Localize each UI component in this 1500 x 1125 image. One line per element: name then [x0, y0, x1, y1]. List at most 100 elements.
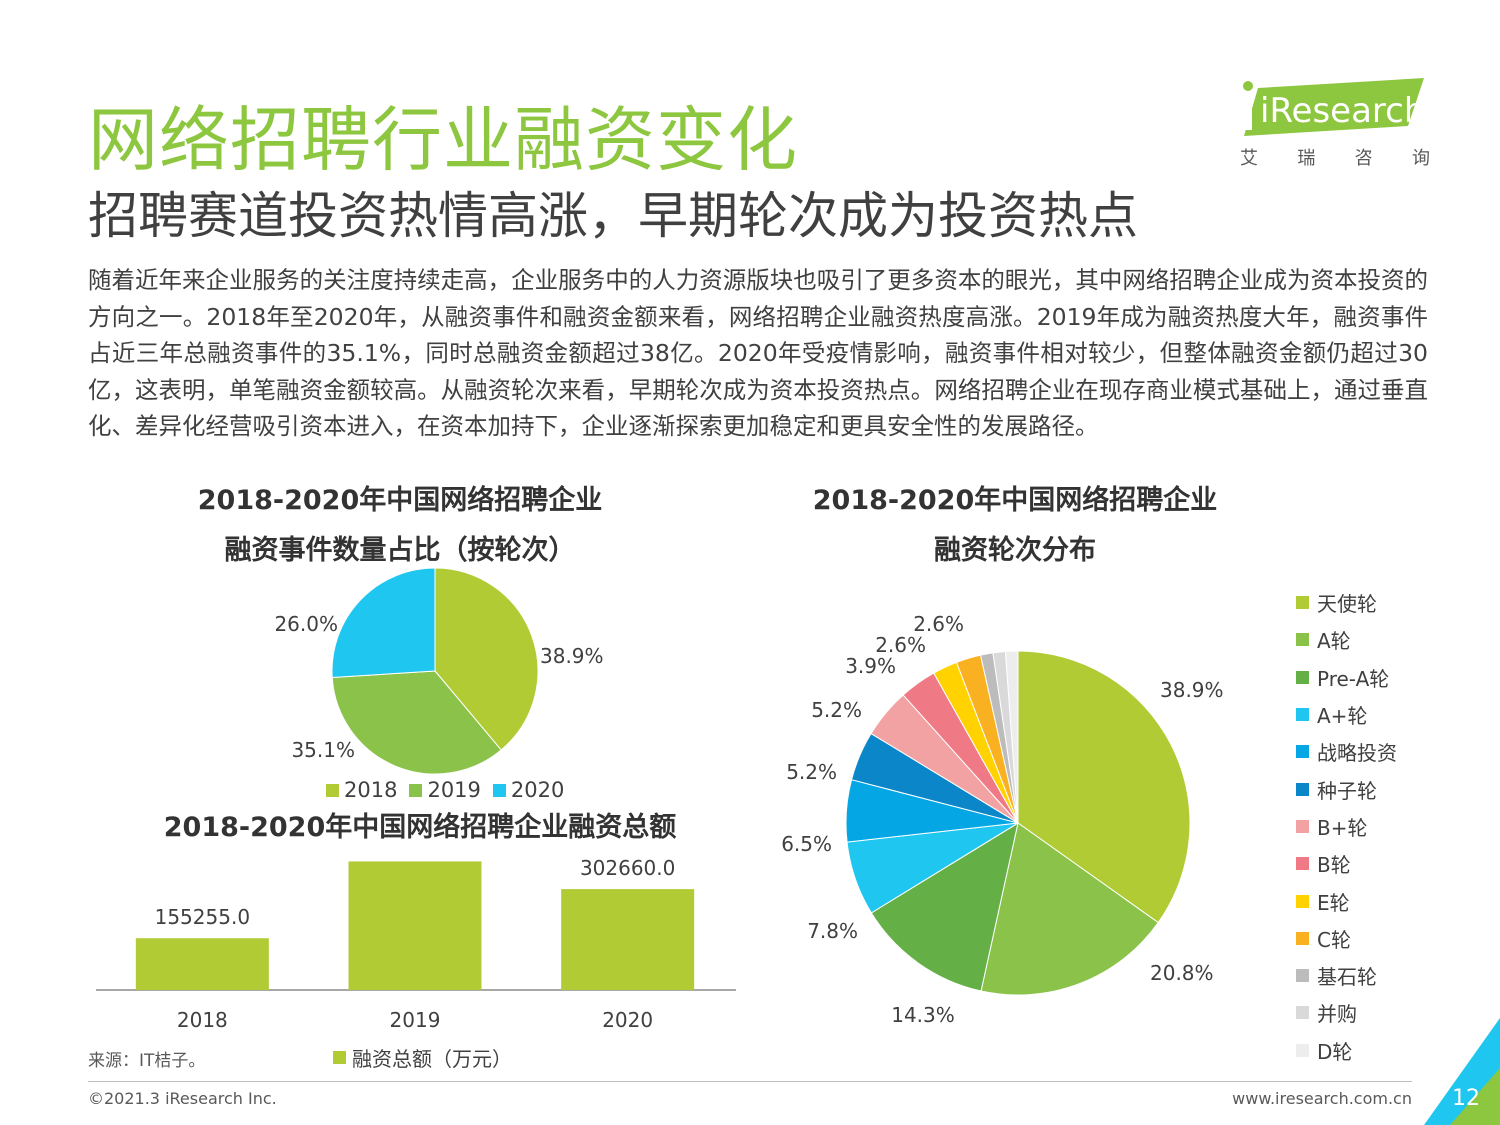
bar-legend: 融资总额（万元） [333, 1043, 512, 1072]
pie1-title-line2: 融资事件数量占比（按轮次） [224, 535, 576, 566]
legend-swatch [1296, 1006, 1309, 1020]
legend-swatch [326, 783, 339, 797]
logo-cn-char: 艾 [1240, 148, 1258, 169]
pie-data-label: 6.5% [781, 832, 832, 856]
pie-data-label: 2.6% [913, 612, 964, 636]
bar-2018 [135, 938, 269, 990]
pie2-title-line1: 2018-2020年中国网络招聘企业 [812, 485, 1218, 516]
pie-data-label: 3.9% [845, 654, 896, 678]
legend-item-A轮: A轮 [1296, 621, 1397, 658]
legend-label: 并购 [1317, 1002, 1357, 1027]
logo-cn-char: 咨 [1354, 148, 1373, 169]
pie2-title-line2: 融资轮次分布 [934, 535, 1096, 566]
legend-item-2018: 2018 [326, 778, 397, 802]
iresearch-logo: iResearch 艾 瑞 咨 询 [1236, 78, 1436, 170]
legend-swatch [1296, 819, 1309, 833]
legend-item-种子轮: 种子轮 [1296, 770, 1397, 807]
legend-swatch [1296, 708, 1309, 722]
pie-slice-2018 [434, 567, 539, 751]
pie1-legend: 2018 2019 2020 [326, 778, 576, 802]
bar-category-label: 2020 [602, 1008, 653, 1032]
bar-value-label: 302660.0 [580, 856, 675, 880]
body-paragraph: 随着近年来企业服务的关注度持续走高，企业服务中的人力资源版块也吸引了更多资本的眼… [88, 266, 1428, 440]
logo-mark-icon: iResearch [1243, 78, 1425, 136]
pie-chart-funding-rounds: 38.9%20.8%14.3%7.8%6.5%5.2%5.2%3.9%2.6%2… [781, 612, 1224, 1027]
legend-item-2019: 2019 [409, 778, 481, 802]
pie-slice-天使轮 [1017, 650, 1191, 924]
pie-data-label: 38.9% [540, 644, 604, 668]
legend-swatch [1296, 745, 1309, 759]
pie-slice-A轮 [980, 822, 1159, 996]
legend-item-天使轮: 天使轮 [1296, 584, 1397, 621]
legend-item-并购: 并购 [1296, 994, 1397, 1031]
legend-swatch [1296, 596, 1309, 610]
legend-item-战略投资: 战略投资 [1296, 733, 1397, 770]
legend-swatch [492, 783, 506, 797]
logo-cn-char: 询 [1411, 148, 1430, 169]
pie-data-label: 14.3% [891, 1003, 955, 1027]
pie-data-label: 35.1% [291, 738, 355, 762]
bar-2020 [561, 889, 695, 990]
legend-label: 基石轮 [1317, 965, 1377, 990]
legend-item-Pre-A轮: Pre-A轮 [1296, 659, 1397, 696]
source-note: 来源：IT桔子。 [88, 1051, 206, 1071]
pie-data-label: 38.9% [1160, 678, 1224, 702]
legend-label: 战略投资 [1317, 741, 1397, 766]
legend-label: B+轮 [1317, 815, 1368, 840]
pie-slice-D轮 [1004, 650, 1019, 824]
pie-data-label: 7.8% [807, 919, 858, 943]
legend-label: A轮 [1317, 629, 1351, 654]
legend-label: A+轮 [1317, 704, 1368, 729]
footer-divider [88, 1081, 1412, 1082]
legend-label: 天使轮 [1317, 592, 1377, 617]
legend-label: C轮 [1317, 927, 1351, 952]
legend-label: 种子轮 [1317, 778, 1377, 803]
pie-slice-2019 [331, 670, 502, 775]
page-number: 12 [1452, 1086, 1480, 1111]
legend-item-A+轮: A+轮 [1296, 696, 1397, 733]
bar-category-label: 2018 [177, 1008, 228, 1032]
legend-item-B轮: B轮 [1296, 845, 1397, 882]
legend-label: 融资总额（万元） [352, 1047, 512, 1071]
pie-data-label: 5.2% [811, 698, 862, 722]
legend-label: D轮 [1317, 1039, 1353, 1064]
legend-label: E轮 [1317, 890, 1350, 915]
pie-data-label: 20.8% [1150, 961, 1214, 985]
legend-item-C轮: C轮 [1296, 920, 1397, 957]
copyright: ©2021.3 iResearch Inc. [88, 1089, 277, 1108]
legend-swatch [1296, 633, 1309, 647]
bar-category-label: 2019 [390, 1008, 441, 1032]
legend-swatch [1296, 782, 1309, 796]
bar-chart-title: 2018-2020年中国网络招聘企业融资总额 [163, 812, 677, 843]
corner-decoration [1424, 1018, 1500, 1125]
bar-value-label: 385747.5 [367, 850, 462, 852]
legend-swatch [1296, 931, 1309, 945]
legend-swatch [409, 783, 423, 797]
pie-chart-events-by-year: 38.9% 35.1% 26.0% [274, 567, 604, 775]
legend-item-2020: 2020 [492, 778, 565, 802]
bar-value-label: 155255.0 [155, 905, 250, 929]
legend-swatch [1296, 670, 1309, 684]
legend-item-E轮: E轮 [1296, 882, 1397, 919]
website-link[interactable]: www.iresearch.com.cn [1232, 1089, 1412, 1108]
legend-label: 2018 [344, 778, 398, 802]
rounds-legend: 天使轮 A轮 Pre-A轮 A+轮战略投资种子轮 B+轮 B轮 E轮 C轮基石轮并购 D轮 [1296, 584, 1397, 1069]
pie1-title-line1: 2018-2020年中国网络招聘企业 [197, 485, 603, 516]
bar-chart-funding-total: 155255.0 2018 385747.5 2019 302660.0 2020 [96, 850, 736, 1032]
legend-item-D轮: D轮 [1296, 1032, 1397, 1069]
pie-data-label: 2.6% [875, 633, 926, 657]
logo-text: iResearch [1260, 91, 1425, 131]
legend-label: B轮 [1317, 853, 1351, 878]
bar-2019 [348, 861, 482, 990]
page-title: 网络招聘行业融资变化 [88, 99, 798, 181]
pie-slice-2020 [331, 567, 436, 678]
pie-data-label: 5.2% [786, 760, 837, 784]
legend-item-B+轮: B+轮 [1296, 808, 1397, 845]
logo-cn-char: 瑞 [1297, 148, 1316, 169]
legend-label: 2020 [510, 778, 565, 802]
legend-swatch [333, 1051, 346, 1064]
legend-item-基石轮: 基石轮 [1296, 957, 1397, 994]
pie-slice-Pre-A轮 [870, 821, 1019, 992]
legend-swatch [1296, 894, 1309, 908]
legend-label: 2019 [427, 778, 481, 802]
